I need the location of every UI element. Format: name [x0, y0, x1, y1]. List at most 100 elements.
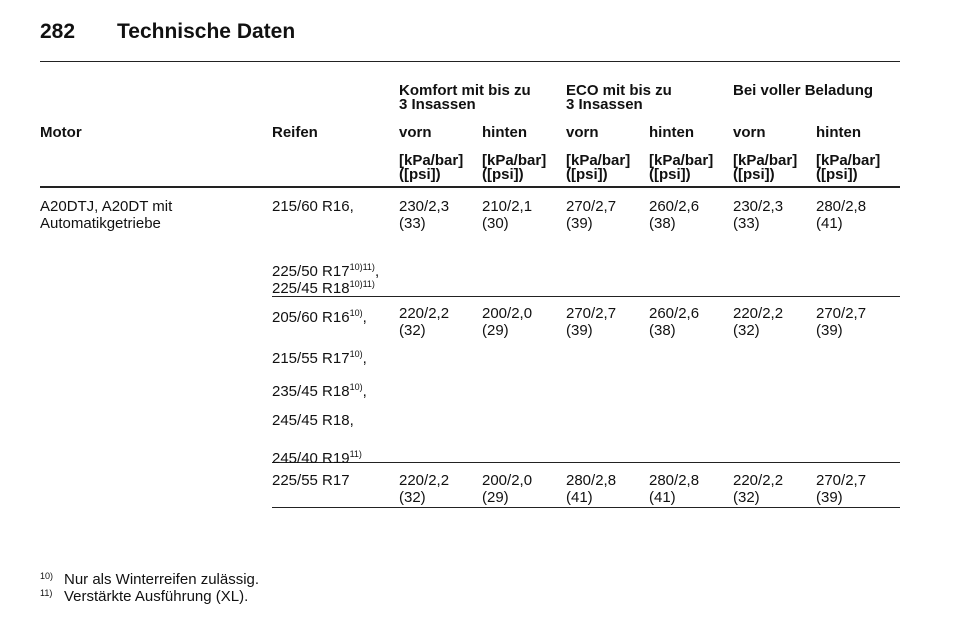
tire-size: 225/45 R18 — [272, 280, 350, 297]
pressure: (39) — [566, 215, 593, 232]
unit: ([psi]) — [482, 166, 524, 183]
pressure: 270/2,7 — [816, 472, 867, 489]
footnote-ref: 11) — [349, 449, 362, 459]
engine: Automatikgetriebe — [40, 215, 161, 232]
pressure: 220/2,2 — [399, 472, 450, 489]
tire: 215/60 R16, — [272, 198, 354, 215]
column-header: vorn — [566, 124, 599, 141]
pressure: 230/2,3 — [733, 198, 784, 215]
pressure: 260/2,6 — [649, 305, 700, 322]
pressure: (32) — [733, 489, 760, 506]
pressure: 210/2,1 — [482, 198, 533, 215]
column-header: hinten — [482, 124, 527, 141]
footnote-ref: 10) — [349, 382, 363, 392]
pressure: 280/2,8 — [566, 472, 617, 489]
tire-size: 245/45 R18, — [272, 412, 354, 429]
tire-size: 205/60 R16 — [272, 309, 350, 326]
footnote-text: Nur als Winterreifen zulässig. — [64, 571, 260, 588]
separator: , — [362, 350, 367, 367]
pressure: 280/2,8 — [649, 472, 700, 489]
footnote-ref: 10)11) — [349, 279, 375, 289]
tire-size: 215/60 R16, — [272, 198, 354, 215]
pressure: (41) — [649, 489, 676, 506]
pressure: 200/2,0 — [482, 472, 533, 489]
tire: 235/45 R1810), — [272, 379, 367, 400]
pressure: 270/2,7 — [816, 305, 867, 322]
pressure: 200/2,0 — [482, 305, 533, 322]
unit: ([psi]) — [816, 166, 858, 183]
footnote-mark: 11) — [40, 588, 53, 598]
unit: [kPa/bar] — [649, 152, 714, 169]
engine: A20DTJ, A20DT mit — [40, 198, 173, 215]
pressure: (38) — [649, 215, 676, 232]
unit: [kPa/bar] — [733, 152, 798, 169]
rule — [272, 296, 900, 297]
pressure: (30) — [482, 215, 509, 232]
tire: 245/40 R1911) — [272, 446, 362, 467]
tire: 225/45 R1810)11) — [272, 276, 375, 297]
tire: 225/55 R17 — [272, 472, 350, 489]
pressure: (29) — [482, 489, 509, 506]
footnote-ref: 10) — [349, 308, 363, 318]
group-header: 3 Insassen — [566, 96, 643, 113]
rule — [272, 462, 900, 463]
tire: 215/55 R1710), — [272, 346, 367, 367]
column-header: vorn — [399, 124, 432, 141]
column-header: hinten — [816, 124, 861, 141]
pressure: (33) — [399, 215, 426, 232]
column-header: vorn — [733, 124, 766, 141]
pressure: (32) — [733, 322, 760, 339]
unit: [kPa/bar] — [399, 152, 464, 169]
tire: 205/60 R1610), — [272, 305, 367, 326]
tire-size: 235/45 R18 — [272, 383, 350, 400]
unit: [kPa/bar] — [482, 152, 547, 169]
separator: , — [362, 309, 367, 326]
page-number: 282 — [40, 20, 76, 43]
tire-size: 225/55 R17 — [272, 472, 350, 489]
pressure: (41) — [816, 215, 843, 232]
unit: ([psi]) — [566, 166, 608, 183]
pressure: 270/2,7 — [566, 305, 617, 322]
rule — [40, 61, 900, 62]
pressure: 220/2,2 — [399, 305, 450, 322]
group-header: ECO mit bis zu — [566, 82, 672, 99]
unit: ([psi]) — [733, 166, 775, 183]
unit: [kPa/bar] — [816, 152, 881, 169]
pressure: (38) — [649, 322, 676, 339]
tire: 245/45 R18, — [272, 412, 354, 429]
group-header: Bei voller Beladung — [733, 82, 874, 99]
pressure: (39) — [566, 322, 593, 339]
column-header: Reifen — [272, 124, 318, 141]
pressure: 260/2,6 — [649, 198, 700, 215]
tire-size: 225/50 R17 — [272, 263, 350, 280]
footnote-ref: 10) — [349, 349, 363, 359]
pressure: 280/2,8 — [816, 198, 867, 215]
page-title: Technische Daten — [117, 20, 296, 43]
footnote-mark: 10) — [40, 571, 54, 581]
pressure: (33) — [733, 215, 760, 232]
pressure: 220/2,2 — [733, 472, 784, 489]
pressure: 270/2,7 — [566, 198, 617, 215]
separator: , — [374, 263, 380, 280]
separator: , — [362, 383, 367, 400]
tire-size: 245/40 R19 — [272, 450, 350, 467]
column-header: hinten — [649, 124, 694, 141]
rule — [272, 507, 900, 508]
tire: 225/50 R1710)11), — [272, 259, 379, 280]
group-header: Komfort mit bis zu — [399, 82, 531, 99]
group-header: 3 Insassen — [399, 96, 476, 113]
pressure: (32) — [399, 322, 426, 339]
unit: [kPa/bar] — [566, 152, 631, 169]
pressure: (39) — [816, 489, 843, 506]
footnote-ref: 10)11) — [349, 262, 375, 272]
pressure: (32) — [399, 489, 426, 506]
rule — [40, 186, 900, 188]
pressure: (29) — [482, 322, 509, 339]
pressure: (39) — [816, 322, 843, 339]
footnote-text: Verstärkte Ausführung (XL). — [64, 588, 249, 605]
unit: ([psi]) — [649, 166, 691, 183]
unit: ([psi]) — [399, 166, 441, 183]
pressure: 230/2,3 — [399, 198, 450, 215]
tire-size: 215/55 R17 — [272, 350, 350, 367]
